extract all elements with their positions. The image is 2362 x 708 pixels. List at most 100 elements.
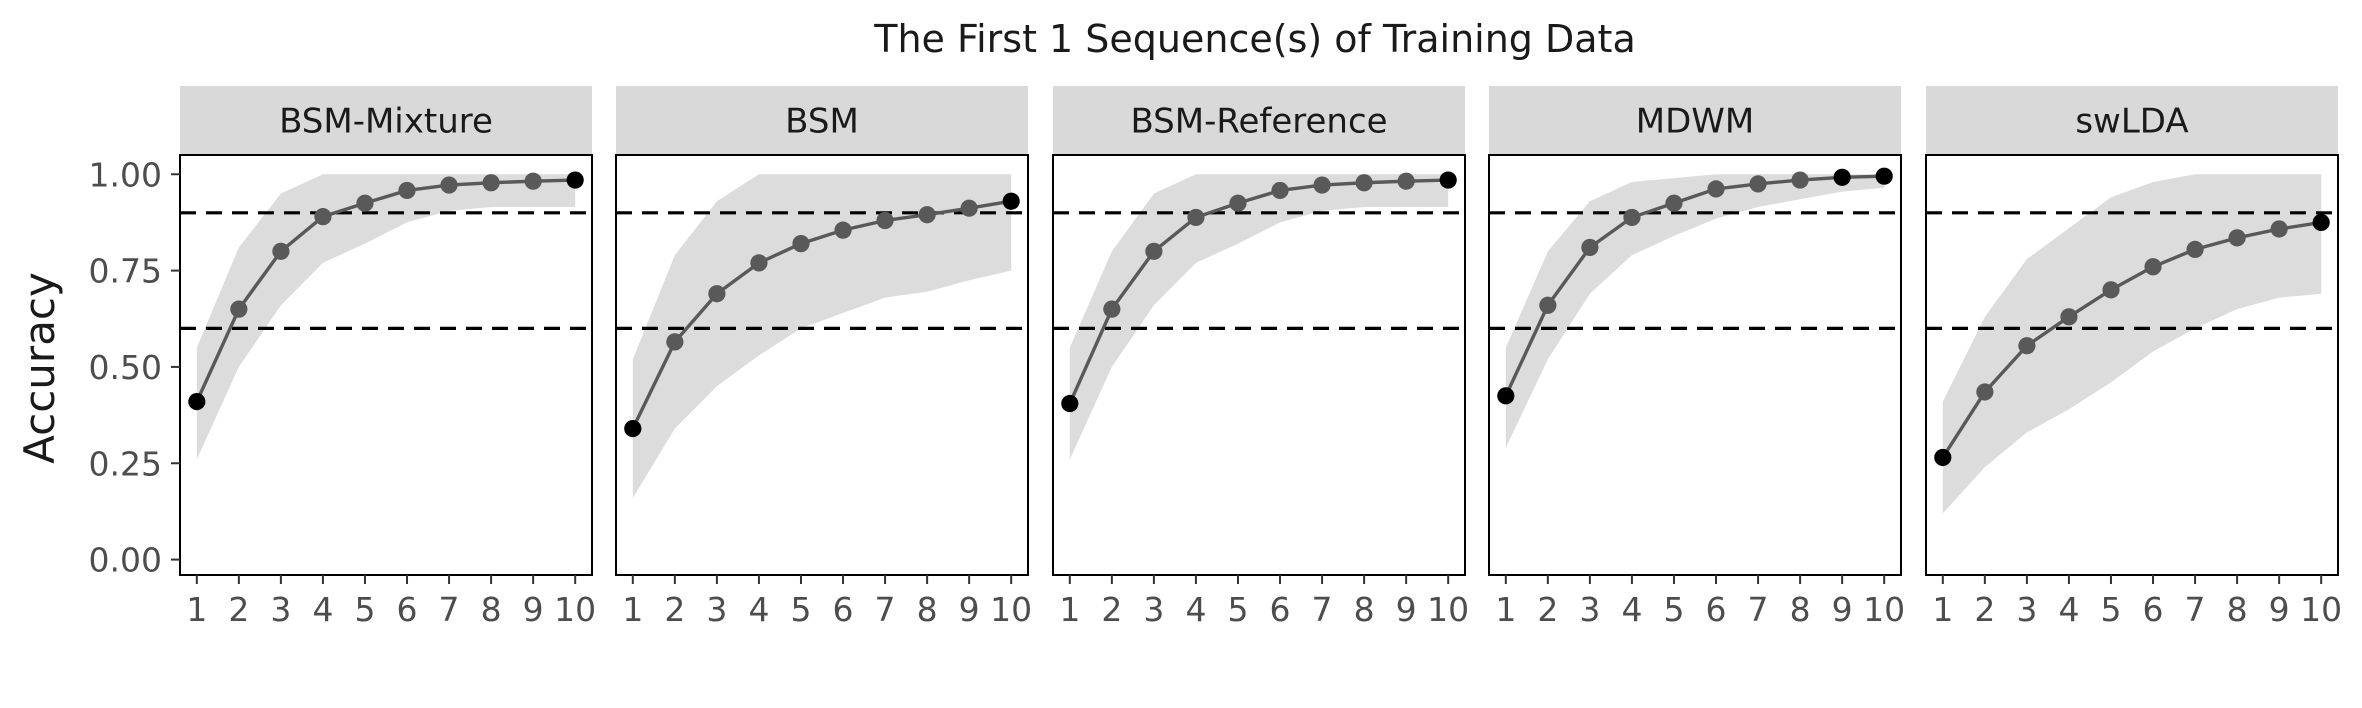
panel-swlda: swLDA 1 2 3 4 5 6 7 8 9 10 (1925, 86, 2342, 629)
panel-strip (1489, 86, 1901, 155)
y-tick-label: 0.50 (89, 348, 162, 387)
x-tick-label: 6 (397, 590, 418, 629)
data-point (2060, 308, 2078, 326)
x-tick-label: 10 (1863, 590, 1905, 629)
x-tick-label: 7 (1748, 590, 1769, 629)
data-point (1791, 171, 1809, 189)
x-tick-label: 8 (917, 590, 938, 629)
confidence-band (1942, 174, 2322, 514)
y-tick-label: 0.75 (89, 252, 162, 291)
confidence-band (196, 174, 576, 460)
x-tick-label: 5 (790, 590, 811, 629)
x-tick-label: 1 (1059, 590, 1080, 629)
panel-border (1052, 154, 1466, 576)
x-tick-label: 9 (1832, 590, 1853, 629)
data-point (624, 419, 642, 438)
data-point (792, 235, 810, 253)
data-point (918, 206, 936, 224)
x-tick-label: 4 (312, 590, 333, 629)
data-point (960, 199, 978, 217)
data-point (2312, 213, 2330, 232)
data-point (1103, 300, 1121, 318)
x-tick-label: 6 (833, 590, 854, 629)
data-point (566, 171, 584, 189)
y-tick-label: 0.25 (89, 444, 162, 483)
data-point (1439, 171, 1457, 189)
series-line (195, 178, 576, 403)
data-point (398, 181, 416, 200)
x-tick-label: 6 (2143, 590, 2164, 629)
panel-strip (180, 86, 592, 155)
x-tick-label: 1 (1495, 590, 1516, 629)
panel-border (179, 154, 593, 576)
data-point (1145, 242, 1163, 260)
x-tick-label: 5 (354, 590, 375, 629)
confidence-band (632, 174, 1012, 498)
x-tick-label: 1 (186, 590, 207, 629)
data-point (1002, 192, 1020, 210)
x-tick-label: 6 (1270, 590, 1291, 629)
data-point (356, 194, 374, 212)
chart-title: The First 1 Sequence(s) of Training Data (873, 17, 1635, 61)
x-tick-label: 5 (2100, 590, 2121, 629)
data-point (1665, 194, 1683, 212)
data-point (2102, 281, 2120, 299)
y-tick-label: 1.00 (89, 155, 162, 194)
data-point (188, 393, 206, 411)
data-point (1229, 194, 1247, 212)
x-tick-label: 2 (1101, 590, 1122, 629)
data-point (1749, 175, 1767, 193)
panel-strip (1053, 86, 1465, 155)
data-point (834, 221, 852, 239)
data-point (1497, 387, 1515, 405)
data-point (440, 176, 458, 194)
x-tick-label: 2 (1537, 590, 1558, 629)
series-line (1504, 174, 1885, 397)
data-point (2228, 229, 2246, 247)
confidence-band (1069, 174, 1449, 460)
x-tick-label: 3 (1579, 590, 1600, 629)
data-point (1187, 208, 1205, 227)
data-point (230, 300, 248, 318)
data-point (1976, 383, 1994, 401)
x-tick-label: 7 (1312, 590, 1333, 629)
panel-border (1925, 154, 2339, 576)
x-tick-label: 9 (959, 590, 980, 629)
y-axis-label: Accuracy (15, 272, 64, 464)
data-point (482, 174, 500, 192)
panel-strip (616, 86, 1028, 155)
panel-bsm: BSM 1 2 3 4 5 6 7 8 9 10 (615, 86, 1032, 629)
data-point (876, 211, 894, 230)
x-tick-label: 3 (1143, 590, 1164, 629)
x-tick-label: 2 (1974, 590, 1995, 629)
data-point (1313, 176, 1331, 194)
panel-bsm-mixture: BSM-Mixture 1 2 3 4 5 6 7 8 9 10 0.00 0.25 0.50 0.75 1.… (89, 86, 596, 629)
data-point (272, 242, 290, 260)
panel-strip-label: MDWM (1636, 102, 1754, 142)
x-tick-label: 8 (481, 590, 502, 629)
data-point (1623, 208, 1641, 227)
panel-strip-label: BSM-Reference (1130, 102, 1387, 142)
confidence-band (1505, 174, 1885, 448)
data-point (2186, 240, 2204, 259)
panel-strip (1926, 86, 2338, 155)
data-point (708, 285, 726, 303)
data-point (1833, 168, 1851, 186)
x-tick-label: 9 (1396, 590, 1417, 629)
x-tick-label: 10 (2300, 590, 2342, 629)
panel-strip-label: BSM (785, 102, 859, 142)
x-tick-label: 6 (1706, 590, 1727, 629)
series-line (1941, 220, 2322, 459)
panel-strip-label: BSM-Mixture (279, 102, 493, 142)
data-point (1061, 394, 1079, 413)
data-point (524, 172, 542, 190)
x-tick-label: 5 (1227, 590, 1248, 629)
x-tick-label: 10 (990, 590, 1032, 629)
data-point (2270, 220, 2288, 238)
x-tick-label: 10 (554, 590, 596, 629)
data-point (1581, 238, 1599, 257)
data-point (1875, 167, 1893, 185)
data-point (2144, 258, 2162, 276)
